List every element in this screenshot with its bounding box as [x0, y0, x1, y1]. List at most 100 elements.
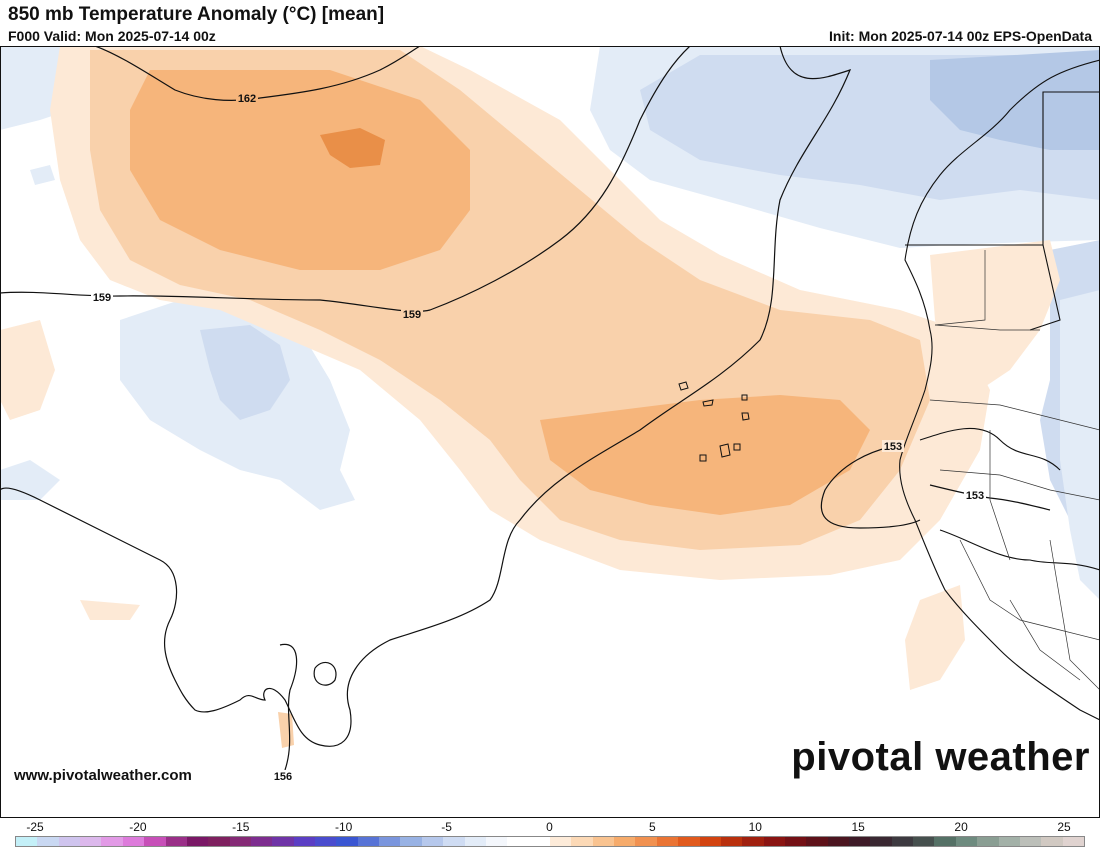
colorbar-swatch [80, 837, 102, 846]
colorbar-tick-label: 10 [748, 820, 762, 834]
border-mauritania-north [905, 91, 1100, 246]
colorbar-swatch [678, 837, 700, 846]
colorbar: -25 -20 -15 -10 -5 0 5 10 15 20 25 [0, 818, 1100, 850]
colorbar-swatch [507, 837, 529, 846]
colorbar-swatch [934, 837, 956, 846]
colorbar-swatch [635, 837, 657, 846]
colorbar-tick-label: -15 [232, 820, 250, 834]
colorbar-swatch [421, 837, 444, 846]
colorbar-swatch [870, 837, 892, 846]
cool-region-west-small [30, 165, 55, 185]
brand-logo: pivotal weather [791, 735, 1090, 779]
warm-region-east-land [930, 240, 1060, 390]
warm-region-south-small [80, 600, 140, 620]
colorbar-swatch [272, 837, 294, 846]
colorbar-swatch [977, 837, 999, 846]
border-senegal [919, 427, 1061, 471]
cape-verde-islands [678, 381, 750, 462]
colorbar-swatch [720, 837, 743, 846]
warm-region-south-island [278, 712, 294, 748]
island-1 [678, 381, 689, 391]
contour-labels: 162 159 159 153 153 156 [91, 92, 986, 783]
colorbar-swatch [101, 837, 123, 846]
contour-label-159-west: 159 [93, 292, 111, 304]
colorbar-swatch [998, 837, 1020, 846]
contour-label-153-coast: 153 [884, 441, 902, 453]
colorbar-swatch [1019, 837, 1042, 846]
island-2 [702, 399, 714, 407]
contour-label-162: 162 [238, 93, 256, 105]
colorbar-swatch [336, 837, 358, 846]
init-time: Init: Mon 2025-07-14 00z EPS-OpenData [829, 28, 1092, 44]
colorbar-swatch [186, 837, 209, 846]
contour-label-159-east: 159 [403, 309, 421, 321]
map-panel: 162 159 159 153 153 156 www.pivotalweath… [0, 46, 1100, 818]
warm-region-core [130, 70, 470, 270]
colorbar-tick-label: 15 [851, 820, 865, 834]
island-3 [741, 412, 750, 421]
colorbar-swatch [784, 837, 807, 846]
colorbar-swatch [913, 837, 935, 846]
colorbar-swatch [165, 837, 187, 846]
contour-156-small [313, 661, 337, 686]
colorbar-swatch [58, 837, 81, 846]
colorbar-swatch [763, 837, 785, 846]
colorbar-swatch [357, 837, 380, 846]
coastlines [899, 59, 1100, 721]
colorbar-swatch [229, 837, 251, 846]
colorbar-swatches [15, 836, 1085, 847]
colorbar-swatch [37, 837, 59, 846]
colorbar-swatch [656, 837, 679, 846]
colorbar-swatch [699, 837, 721, 846]
colorbar-tick-label: 5 [649, 820, 656, 834]
chart-title: 850 mb Temperature Anomaly (°C) [mean] [8, 4, 385, 25]
warm-region-west-coast [0, 320, 55, 420]
colorbar-tick-label: -5 [441, 820, 452, 834]
contour-label-156: 156 [274, 771, 292, 783]
island-7 [741, 394, 748, 401]
header-bar: 850 mb Temperature Anomaly (°C) [mean] F… [0, 0, 1100, 46]
border-guinea [939, 529, 1100, 571]
website-watermark: www.pivotalweather.com [14, 767, 192, 784]
colorbar-swatch [464, 837, 486, 846]
warm-region-southeast-light [905, 585, 965, 690]
valid-time: F000 Valid: Mon 2025-07-14 00z [8, 28, 216, 44]
map-canvas: 162 159 159 153 153 156 [0, 46, 1100, 818]
colorbar-swatch [549, 837, 572, 846]
cool-region-southwest [0, 460, 60, 500]
colorbar-ticks: -25 -20 -15 -10 -5 0 5 10 15 20 25 [0, 820, 1100, 834]
colorbar-tick-label: -20 [129, 820, 147, 834]
colorbar-swatch [571, 837, 593, 846]
colorbar-swatch [614, 837, 636, 846]
colorbar-tick-label: 0 [546, 820, 553, 834]
colorbar-tick-label: 25 [1057, 820, 1071, 834]
colorbar-swatch [1062, 837, 1084, 846]
colorbar-swatch [955, 837, 978, 846]
colorbar-swatch [849, 837, 871, 846]
colorbar-swatch [250, 837, 273, 846]
island-5 [733, 443, 741, 451]
warm-region-peak [320, 128, 385, 168]
colorbar-tick-label: 20 [954, 820, 968, 834]
colorbar-swatch [592, 837, 615, 846]
colorbar-swatch [443, 837, 465, 846]
colorbar-swatch [891, 837, 914, 846]
contour-162 [94, 46, 421, 101]
cool-region-central-mid [200, 325, 290, 420]
contour-153 [820, 444, 921, 529]
colorbar-swatch [122, 837, 145, 846]
colorbar-swatch [400, 837, 422, 846]
colorbar-swatch [827, 837, 850, 846]
cool-region-gulf-light [1060, 290, 1100, 600]
contour-156-loop [279, 643, 298, 771]
colorbar-swatch [144, 837, 166, 846]
contour-159-south [0, 46, 852, 747]
island-4 [719, 443, 731, 458]
colorbar-swatch [315, 837, 337, 846]
colorbar-swatch [528, 837, 550, 846]
contour-159 [0, 46, 691, 312]
colorbar-swatch [1041, 837, 1063, 846]
island-6 [699, 454, 707, 462]
colorbar-swatch [485, 837, 508, 846]
colorbar-swatch [293, 837, 316, 846]
